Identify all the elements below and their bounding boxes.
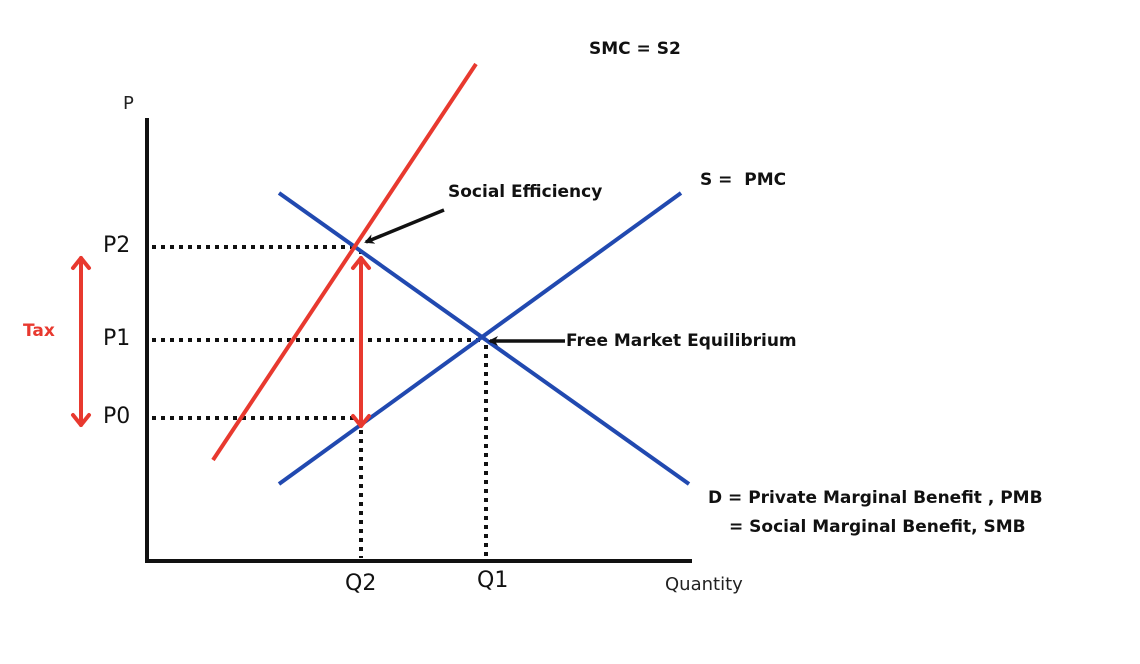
supply-curve <box>277 191 683 486</box>
q1-tick-label: Q1 <box>477 568 509 593</box>
p0-tick-label: P0 <box>103 404 131 429</box>
tax-label: Tax <box>23 321 55 341</box>
tax-arrow <box>71 256 91 427</box>
y-axis-label: P <box>123 93 134 114</box>
q2-tick-label: Q2 <box>345 571 377 596</box>
smc-label: SMC = S2 <box>589 39 681 59</box>
guide-lines <box>152 245 488 558</box>
social-efficiency-label: Social Efficiency <box>448 182 603 202</box>
demand-curve <box>277 191 691 486</box>
smc-curve <box>211 62 478 462</box>
p2-tick-label: P2 <box>103 233 131 258</box>
p1-tick-label: P1 <box>103 326 131 351</box>
demand-label-line2: = Social Marginal Benefit, SMB <box>729 517 1026 537</box>
x-axis-label: Quantity <box>665 574 743 595</box>
tax-gap-arrow <box>351 256 371 428</box>
free-market-equilibrium-label: Free Market Equilibrium <box>566 331 797 351</box>
social-efficiency-pointer <box>364 208 445 244</box>
supply-label: S = PMC <box>700 170 787 190</box>
demand-label-line1: D = Private Marginal Benefit , PMB <box>708 488 1043 508</box>
